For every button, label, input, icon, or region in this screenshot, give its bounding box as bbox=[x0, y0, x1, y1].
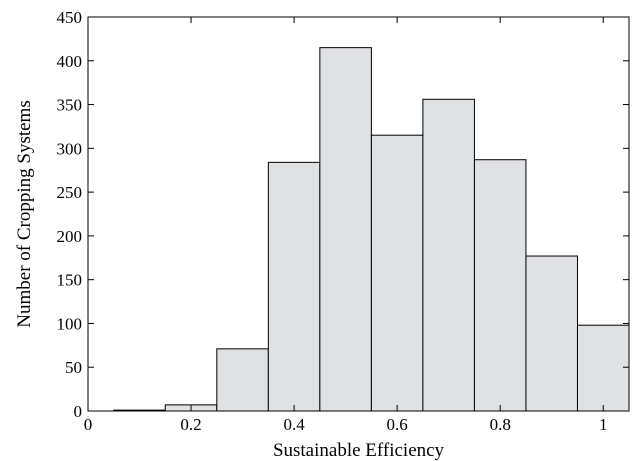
histogram-bar bbox=[267, 161, 321, 412]
y-tick-label: 200 bbox=[57, 227, 83, 246]
x-tick-label: 0.4 bbox=[283, 415, 305, 434]
histogram-bar bbox=[576, 324, 630, 412]
y-tick-label: 0 bbox=[74, 402, 83, 421]
x-tick-label: 0.2 bbox=[180, 415, 201, 434]
x-tick-label: 0.8 bbox=[490, 415, 511, 434]
x-tick-label: 0.6 bbox=[387, 415, 408, 434]
y-tick-label: 350 bbox=[57, 96, 83, 115]
y-tick-label: 300 bbox=[57, 139, 83, 158]
histogram-bar bbox=[525, 255, 578, 412]
histogram-bar bbox=[216, 348, 269, 412]
y-tick-label: 100 bbox=[57, 314, 83, 333]
bars-group bbox=[113, 47, 630, 412]
y-tick-label: 450 bbox=[57, 8, 83, 27]
y-tick-label: 150 bbox=[57, 271, 83, 290]
histogram-bar bbox=[370, 134, 424, 412]
x-tick-label: 1 bbox=[599, 415, 608, 434]
y-tick-label: 50 bbox=[65, 358, 82, 377]
x-axis-ticks: 0 0.2 0.4 0.6 0.8 1 bbox=[84, 17, 608, 434]
y-tick-label: 250 bbox=[57, 183, 83, 202]
x-tick-label: 0 bbox=[84, 415, 93, 434]
y-tick-label: 400 bbox=[57, 52, 83, 71]
histogram-bar bbox=[422, 98, 475, 412]
plot-frame bbox=[87, 16, 630, 412]
histogram-bar bbox=[319, 47, 372, 412]
histogram-bar bbox=[473, 159, 527, 412]
y-axis-label: Number of Cropping Systems bbox=[14, 100, 35, 327]
x-axis-label: Sustainable Efficiency bbox=[273, 440, 445, 461]
